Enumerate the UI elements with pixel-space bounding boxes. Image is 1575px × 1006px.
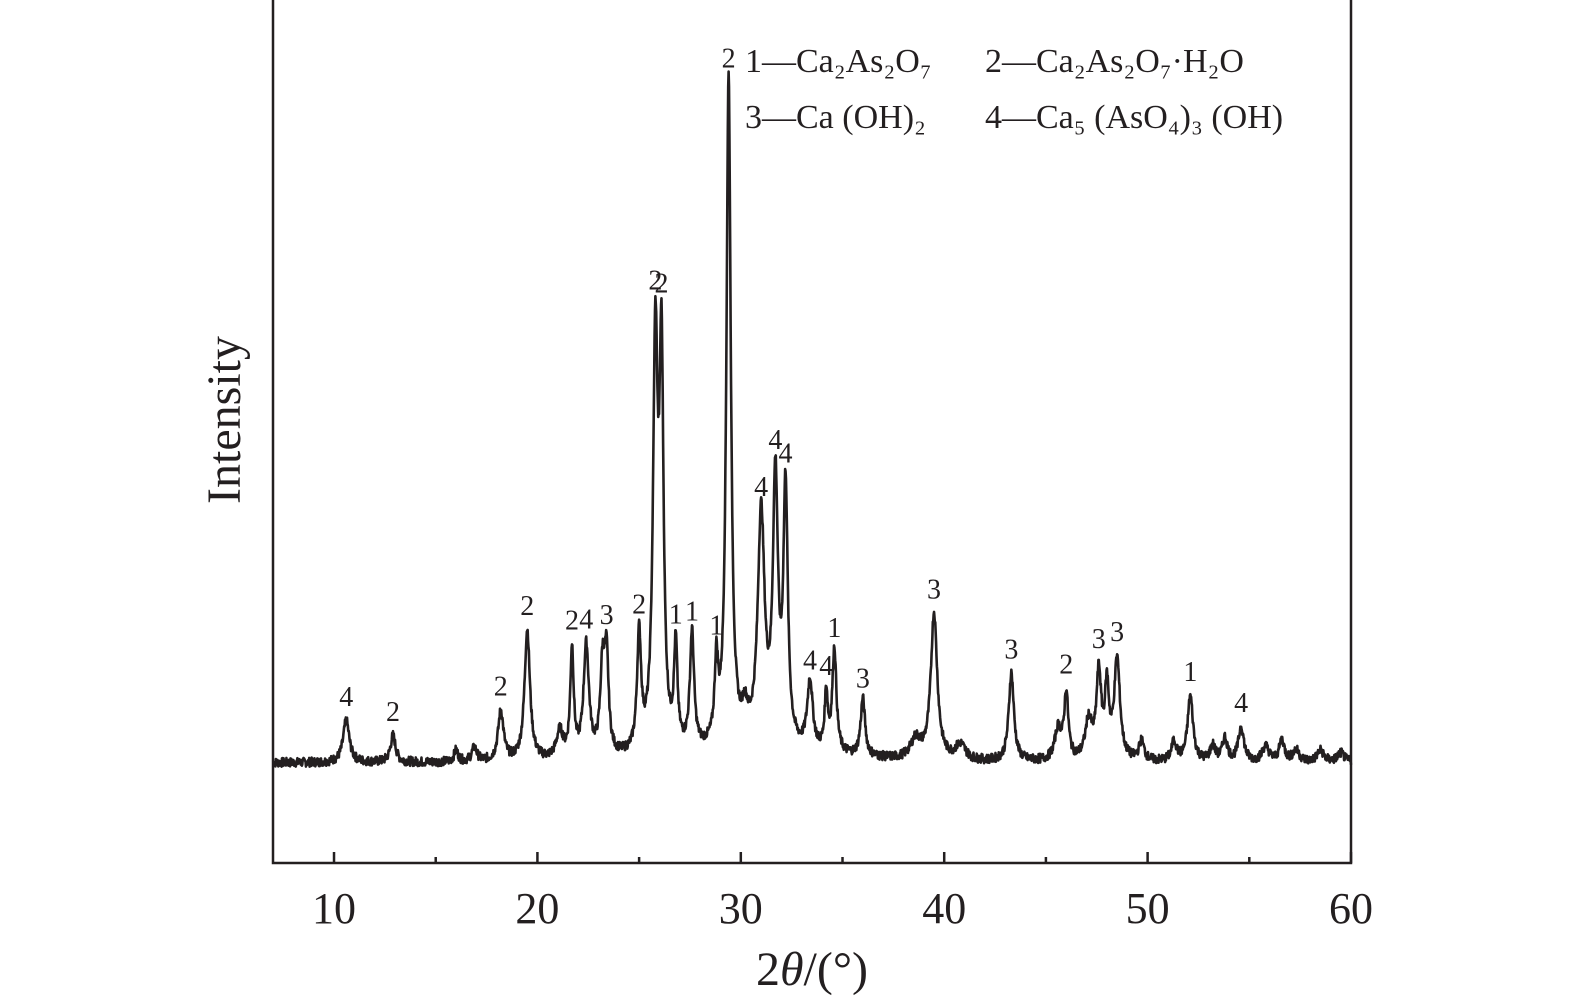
peak-label: 4 [768, 425, 782, 456]
x-tick-label: 20 [515, 884, 559, 933]
x-tick-label: 50 [1126, 884, 1170, 933]
peak-label: 4 [779, 438, 793, 469]
peak-label: 1 [827, 613, 841, 644]
peak-label: 4 [1234, 688, 1248, 719]
peak-label: 2 [632, 589, 646, 620]
peak-label: 2 [520, 591, 534, 622]
x-tick-label: 30 [719, 884, 763, 933]
peak-label: 3 [1110, 617, 1124, 648]
peak-label: 3 [1092, 624, 1106, 655]
diffraction-trace [271, 70, 1353, 768]
x-tick-label: 10 [312, 884, 356, 933]
peak-label: 2 [1059, 650, 1073, 681]
peak-label: 2 [654, 269, 668, 300]
x-tick-label: 60 [1329, 884, 1373, 933]
x-axis-tick-labels: 10 20 30 40 50 60 [312, 884, 1373, 933]
y-axis-title: Intensity [198, 336, 251, 504]
legend-entry: 3—Ca (OH)₂ [745, 99, 926, 136]
peak-label: 1 [685, 597, 699, 628]
peak-label: 2 [565, 605, 579, 636]
peak-label: 2 [494, 671, 508, 702]
x-axis-ticks [332, 852, 1353, 863]
legend-entry: 2—Ca₂As₂O₇·H₂O [985, 43, 1244, 80]
peak-label: 3 [600, 600, 614, 631]
peak-label: 1 [709, 611, 723, 642]
peak-label: 1 [1183, 657, 1197, 688]
peak-label: 2 [722, 43, 736, 74]
peak-label: 3 [1004, 634, 1018, 665]
x-tick-label: 40 [922, 884, 966, 933]
peak-label: 4 [579, 604, 593, 635]
peak-label: 4 [819, 651, 833, 682]
legend-entry: 4—Ca₅ (AsO₄)₃ (OH) [985, 99, 1283, 136]
legend-entry: 1—Ca₂As₂O₇ [745, 43, 932, 80]
peak-label: 4 [754, 472, 768, 503]
peak-label: 3 [927, 575, 941, 606]
peak-label: 4 [339, 682, 353, 713]
axes-frame [271, 0, 1353, 865]
phase-legend: 1—Ca₂As₂O₇ 2—Ca₂As₂O₇·H₂O 3—Ca (OH)₂ 4—Ca₅ … [745, 43, 1283, 136]
plot-frame [271, 0, 1353, 865]
peak-label: 1 [669, 600, 683, 631]
peak-label: 2 [648, 265, 662, 296]
peak-label: 4 [803, 645, 817, 676]
peak-label: 3 [856, 663, 870, 694]
peak-label: 2 [386, 697, 400, 728]
diffraction-trace-layer [271, 70, 1353, 768]
x-axis-title: 2θ/(°) [756, 943, 868, 996]
